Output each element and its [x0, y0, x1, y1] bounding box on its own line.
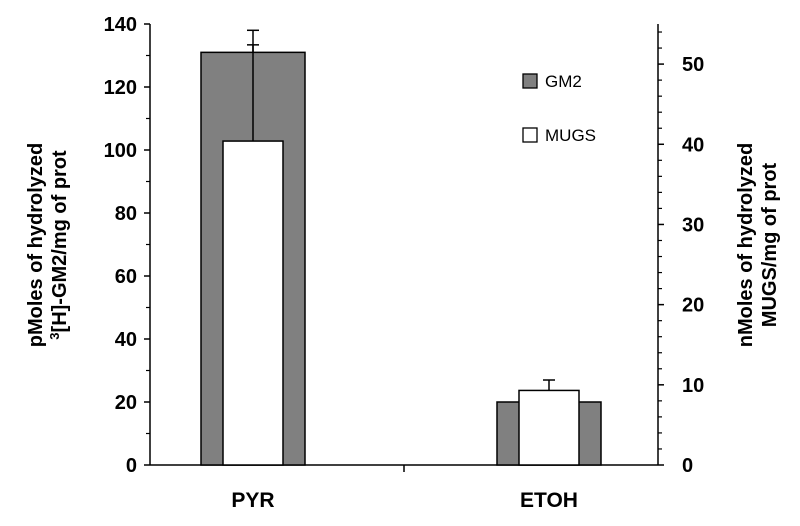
- y-left-tick-label: 100: [104, 140, 137, 162]
- y-left-title-line2: 3[H]-GM2/mg of prot: [47, 150, 72, 340]
- error-bars: [247, 29, 555, 391]
- axes: 0 20 40 60 80 100 120 140 0 10 20 30 40 50 PYR ETOH: [104, 14, 705, 512]
- y-right-tick-label: 10: [682, 375, 704, 397]
- y-right-title-line1: nMoles of hydrolyzed: [735, 143, 757, 347]
- legend-label-mugs: MUGS: [545, 126, 596, 145]
- y-right-title-line2: MUGS/mg of prot: [759, 162, 781, 327]
- y-left-title-line1: pMoles of hydrolyzed: [25, 143, 47, 347]
- legend-swatch-mugs: [522, 127, 538, 143]
- y-left-tick-label: 80: [115, 203, 137, 225]
- x-category-label: PYR: [231, 489, 274, 512]
- y-right-tick-label: 30: [682, 214, 704, 236]
- bar-mugs-etoh: [518, 389, 580, 466]
- legend-label-gm2: GM2: [545, 72, 582, 91]
- x-category-label: ETOH: [520, 489, 578, 512]
- y-right-tick-label: 20: [682, 295, 704, 317]
- y-left-tick-label: 140: [104, 14, 137, 36]
- y-left-tick-label: 20: [115, 392, 137, 414]
- y-left-tick-label: 40: [115, 329, 137, 351]
- legend: GM2 MUGS: [522, 72, 596, 145]
- legend-swatch-gm2: [522, 73, 538, 89]
- y-left-tick-label: 60: [115, 266, 137, 288]
- y-right-tick-label: 0: [682, 455, 693, 477]
- y-right-tick-label: 50: [682, 54, 704, 76]
- axis-titles: pMoles of hydrolyzed 3[H]-GM2/mg of prot…: [25, 143, 781, 347]
- y-left-title-text: [H]-GM2/mg of prot: [49, 150, 71, 333]
- y-left-title-superscript: 3: [47, 332, 62, 339]
- y-right-tick-label: 40: [682, 134, 704, 156]
- y-left-tick-label: 0: [126, 455, 137, 477]
- bars: [200, 51, 602, 466]
- bar-mugs-pyr: [222, 140, 284, 466]
- y-left-tick-label: 120: [104, 77, 137, 99]
